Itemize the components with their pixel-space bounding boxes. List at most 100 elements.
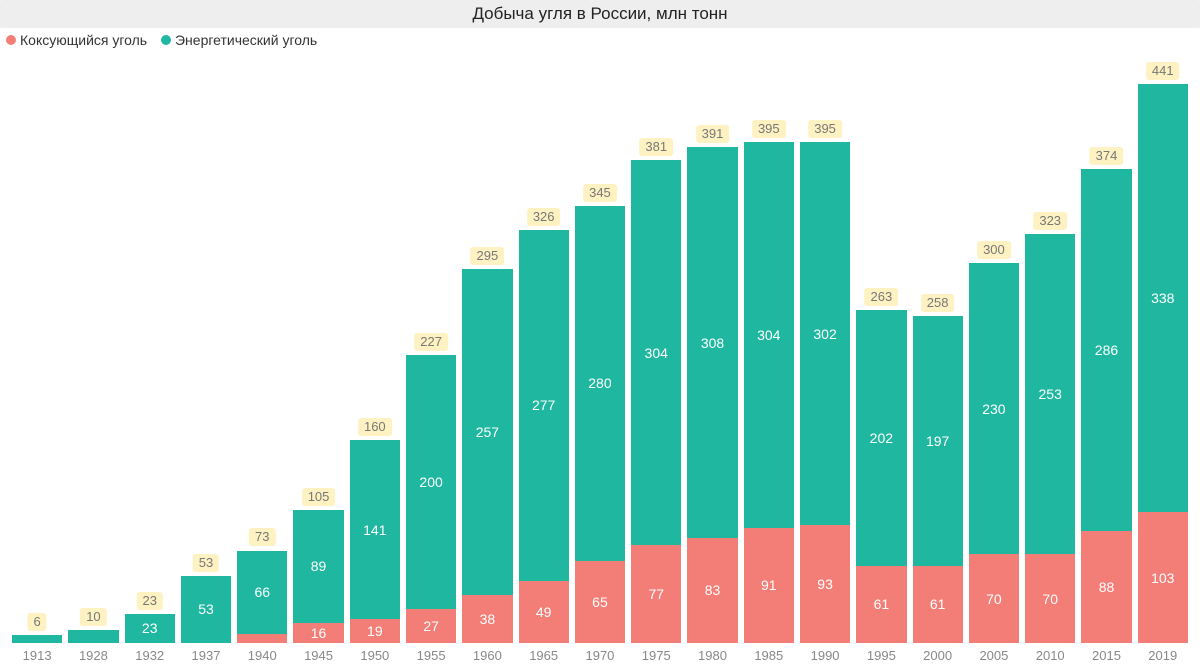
- value-label-coking: 61: [930, 597, 946, 611]
- segment-thermal: 253: [1025, 234, 1075, 555]
- x-label: 1945: [293, 645, 343, 667]
- bar-1932: 2323: [125, 614, 175, 643]
- value-label-thermal: 202: [870, 431, 893, 445]
- x-label: 1950: [350, 645, 400, 667]
- x-label: 1913: [12, 645, 62, 667]
- value-label-thermal: 141: [363, 523, 386, 537]
- value-label-thermal: 277: [532, 398, 555, 412]
- x-label: 1985: [744, 645, 794, 667]
- segment-coking: 65: [575, 561, 625, 643]
- segment-coking: 88: [1081, 531, 1131, 643]
- segment-coking: [237, 634, 287, 643]
- segment-coking: 49: [519, 581, 569, 643]
- legend-dot-coking: [6, 35, 16, 45]
- plot-area: 6102323535373661058916160141192272002729…: [0, 60, 1200, 643]
- legend-label-coking: Коксующийся уголь: [20, 32, 147, 48]
- x-label: 1980: [687, 645, 737, 667]
- value-label-coking: 88: [1099, 580, 1115, 594]
- segment-coking: 70: [1025, 554, 1075, 643]
- x-label: 2019: [1138, 645, 1188, 667]
- segment-thermal: [68, 630, 118, 643]
- x-label: 1960: [462, 645, 512, 667]
- value-label-thermal: 304: [645, 346, 668, 360]
- coal-production-chart: Добыча угля в России, млн тонн Коксующий…: [0, 0, 1200, 667]
- x-label: 2000: [913, 645, 963, 667]
- total-label: 374: [1090, 147, 1124, 165]
- bar-1913: 6: [12, 635, 62, 643]
- x-label: 1990: [800, 645, 850, 667]
- segment-thermal: 257: [462, 269, 512, 595]
- x-label: 1955: [406, 645, 456, 667]
- total-label: 73: [249, 528, 275, 546]
- total-label: 323: [1033, 212, 1067, 230]
- bar-1928: 10: [68, 630, 118, 643]
- segment-thermal: 286: [1081, 169, 1131, 531]
- chart-title: Добыча угля в России, млн тонн: [0, 0, 1200, 28]
- x-label: 2005: [969, 645, 1019, 667]
- value-label-thermal: 253: [1039, 387, 1062, 401]
- segment-thermal: 197: [913, 316, 963, 566]
- value-label-thermal: 302: [813, 327, 836, 341]
- value-label-coking: 65: [592, 595, 608, 609]
- segment-coking: 83: [687, 538, 737, 643]
- segment-coking: 93: [800, 525, 850, 643]
- bar-2000: 25819761: [913, 316, 963, 643]
- value-label-thermal: 308: [701, 336, 724, 350]
- bar-1990: 39530293: [800, 142, 850, 643]
- legend-item-thermal: Энергетический уголь: [161, 32, 317, 48]
- value-label-thermal: 200: [419, 475, 442, 489]
- value-label-thermal: 66: [254, 585, 270, 599]
- value-label-coking: 19: [367, 624, 383, 638]
- x-label: 1965: [519, 645, 569, 667]
- value-label-thermal: 197: [926, 434, 949, 448]
- legend-dot-thermal: [161, 35, 171, 45]
- segment-coking: 77: [631, 545, 681, 643]
- value-label-coking: 93: [817, 577, 833, 591]
- bar-1955: 22720027: [406, 355, 456, 643]
- bar-1937: 5353: [181, 576, 231, 643]
- segment-thermal: 338: [1138, 84, 1188, 512]
- total-label: 441: [1146, 62, 1180, 80]
- segment-thermal: 277: [519, 230, 569, 581]
- total-label: 300: [977, 241, 1011, 259]
- value-label-coking: 49: [536, 605, 552, 619]
- value-label-thermal: 304: [757, 328, 780, 342]
- x-label: 1937: [181, 645, 231, 667]
- segment-coking: 70: [969, 554, 1019, 643]
- total-label: 326: [527, 208, 561, 226]
- segment-thermal: 304: [744, 142, 794, 527]
- segment-coking: 27: [406, 609, 456, 643]
- bar-2010: 32325370: [1025, 234, 1075, 643]
- value-label-coking: 38: [480, 612, 496, 626]
- x-label: 1975: [631, 645, 681, 667]
- value-label-thermal: 338: [1151, 291, 1174, 305]
- bar-1975: 38130477: [631, 160, 681, 643]
- chart-legend: Коксующийся уголь Энергетический уголь: [0, 28, 1200, 52]
- segment-thermal: [12, 635, 62, 643]
- value-label-coking: 77: [648, 587, 664, 601]
- bar-2015: 37428688: [1081, 169, 1131, 643]
- x-label: 1940: [237, 645, 287, 667]
- bar-1985: 39530491: [744, 142, 794, 643]
- segment-thermal: 200: [406, 355, 456, 608]
- total-label: 6: [28, 613, 47, 631]
- value-label-thermal: 230: [982, 402, 1005, 416]
- segment-thermal: 308: [687, 147, 737, 537]
- bar-1940: 7366: [237, 551, 287, 644]
- x-axis-labels: 1913192819321937194019451950195519601965…: [12, 645, 1188, 667]
- total-label: 160: [358, 418, 392, 436]
- total-label: 105: [302, 488, 336, 506]
- segment-thermal: 302: [800, 142, 850, 525]
- segment-coking: 103: [1138, 512, 1188, 643]
- x-label: 2010: [1025, 645, 1075, 667]
- value-label-thermal: 280: [588, 376, 611, 390]
- total-label: 23: [136, 592, 162, 610]
- segment-thermal: 23: [125, 614, 175, 643]
- bar-1950: 16014119: [350, 440, 400, 643]
- value-label-coking: 70: [986, 592, 1002, 606]
- value-label-thermal: 257: [476, 425, 499, 439]
- segment-thermal: 89: [293, 510, 343, 623]
- x-label: 1970: [575, 645, 625, 667]
- bars-container: 6102323535373661058916160141192272002729…: [12, 60, 1188, 643]
- x-label: 1928: [68, 645, 118, 667]
